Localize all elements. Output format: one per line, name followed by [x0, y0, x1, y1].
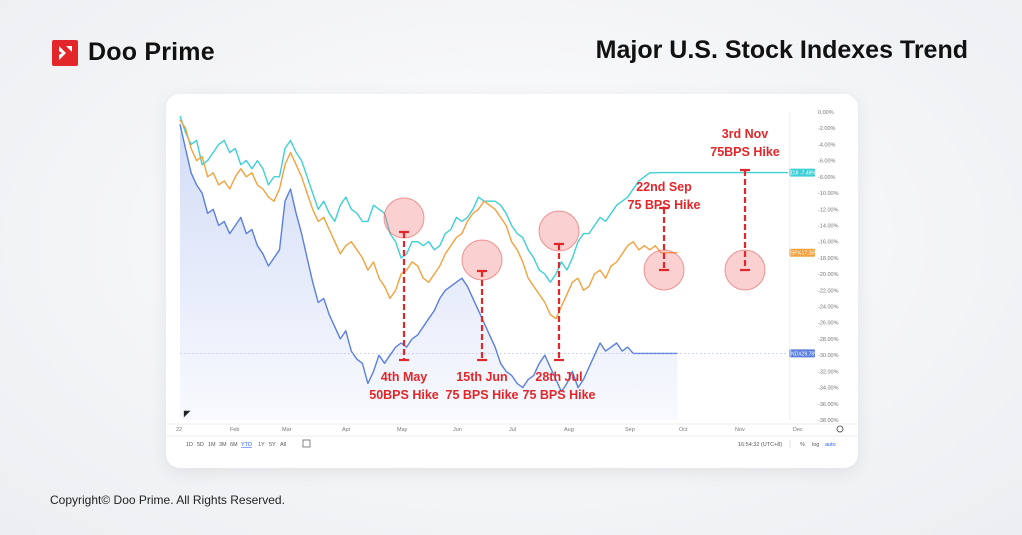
x-tick-label: May	[397, 427, 408, 433]
range-button-1d[interactable]: 1D	[186, 442, 193, 448]
hike-annotation: 15th Jun 75 BPS Hike	[446, 239, 519, 402]
last-value-label: -17.36%	[800, 251, 819, 257]
y-tick-label: -36.00%	[818, 402, 839, 408]
y-tick-label: -32.00%	[818, 369, 839, 375]
highlight-circle	[538, 210, 580, 252]
x-tick-label: Dec	[793, 427, 803, 433]
y-tick-label: -30.00%	[818, 353, 839, 359]
hike-annotation: 3rd Nov 75BPS Hike	[710, 127, 780, 291]
y-tick-label: -22.00%	[818, 288, 839, 294]
scale-option-auto[interactable]: auto	[825, 442, 836, 448]
y-tick-label: -6.00%	[818, 159, 836, 165]
y-tick-label: -28.00%	[818, 337, 839, 343]
settings-gear-icon[interactable]	[836, 425, 844, 433]
hike-size-label: 75BPS Hike	[710, 145, 780, 159]
doo-prime-logo-icon	[52, 39, 78, 66]
last-value-tag-spx: SPX-17.36%	[789, 248, 819, 257]
x-tick-label: 22	[176, 427, 182, 433]
hike-size-label: 75 BPS Hike	[628, 198, 701, 212]
y-tick-label: -24.00%	[818, 305, 839, 311]
hike-date-label: 3rd Nov	[722, 127, 769, 141]
range-button-6m[interactable]: 6M	[230, 442, 238, 448]
ndx-area-fill	[180, 112, 678, 420]
index-chart: DJI -7.48% SPX-17.36% NDX-29.78% 4th May 50B…	[166, 110, 858, 448]
hike-size-label: 50BPS Hike	[369, 388, 439, 402]
last-value-tag-ndx: NDX-29.78%	[789, 349, 819, 358]
y-tick-label: -18.00%	[818, 256, 839, 262]
series-name-ndx: NDX	[791, 351, 802, 357]
copyright-text: Copyright© Doo Prime. All Rights Reserve…	[50, 493, 285, 507]
series-line-spx	[179, 119, 678, 320]
hike-annotation: 4th May 50BPS Hike	[369, 197, 439, 402]
brand-logo: Doo Prime	[52, 38, 215, 67]
y-tick-label: -10.00%	[818, 191, 839, 197]
x-tick-label: Sep	[625, 427, 635, 433]
x-tick-label: Apr	[342, 427, 351, 433]
y-tick-label: -38.00%	[818, 418, 839, 424]
y-tick-label: -12.00%	[818, 207, 839, 213]
y-tick-label: -20.00%	[818, 272, 839, 278]
series-name-dji: DJI	[791, 171, 799, 177]
range-button-5d[interactable]: 5D	[197, 442, 204, 448]
series-line-ndx	[179, 124, 678, 393]
range-button-5y[interactable]: 5Y	[269, 442, 276, 448]
y-tick-label: -14.00%	[818, 223, 839, 229]
x-tick-label: Mar	[282, 427, 292, 433]
y-tick-label: -26.00%	[818, 321, 839, 327]
scale-option-log[interactable]: log	[812, 442, 819, 448]
x-tick-label: Nov	[735, 427, 745, 433]
range-button-3m[interactable]: 3M	[219, 442, 227, 448]
hike-date-label: 22nd Sep	[636, 180, 692, 194]
last-value-label: -7.48%	[800, 171, 816, 177]
hike-date-label: 4th May	[381, 370, 428, 384]
range-button-1m[interactable]: 1M	[208, 442, 216, 448]
x-tick-label: Jul	[509, 427, 516, 433]
y-tick-label: -8.00%	[818, 175, 836, 181]
hike-annotation: 28th Jul 75 BPS Hike	[523, 210, 596, 402]
x-tick-label: Jun	[453, 427, 462, 433]
chart-card: DJI -7.48% SPX -17.36% NDX -29.78% 4th May 50B…	[166, 94, 858, 468]
x-tick-label: Aug	[564, 427, 574, 433]
clock-time: 16:54:32 (UTC+8)	[738, 442, 782, 448]
y-tick-label: 0.00%	[818, 110, 834, 116]
x-tick-label: Feb	[230, 427, 239, 433]
series-name-spx: SPX	[791, 251, 802, 257]
range-button-all[interactable]: All	[280, 442, 286, 448]
hike-date-label: 15th Jun	[456, 370, 507, 384]
hike-size-label: 75 BPS Hike	[523, 388, 596, 402]
date-range-calendar-icon[interactable]	[302, 439, 311, 448]
y-tick-label: -4.00%	[818, 142, 836, 148]
x-tick-label: Oct	[679, 427, 688, 433]
range-button-1y[interactable]: 1Y	[258, 442, 265, 448]
page-title: Major U.S. Stock Indexes Trend	[595, 36, 968, 64]
last-value-label: -29.78%	[800, 351, 819, 357]
scale-option-percent[interactable]: %	[800, 442, 805, 448]
y-tick-label: -2.00%	[818, 126, 836, 132]
hike-annotation: 22nd Sep 75 BPS Hike	[628, 180, 701, 291]
range-button-ytd[interactable]: YTD	[241, 442, 252, 448]
hike-size-label: 75 BPS Hike	[446, 388, 519, 402]
y-tick-label: -16.00%	[818, 240, 839, 246]
tradingview-icon: ◤	[183, 409, 191, 418]
y-tick-label: -34.00%	[818, 386, 839, 392]
hike-date-label: 28th Jul	[535, 370, 582, 384]
last-value-tag-dji: DJI -7.48%	[789, 168, 816, 177]
brand-name: Doo Prime	[88, 38, 215, 66]
